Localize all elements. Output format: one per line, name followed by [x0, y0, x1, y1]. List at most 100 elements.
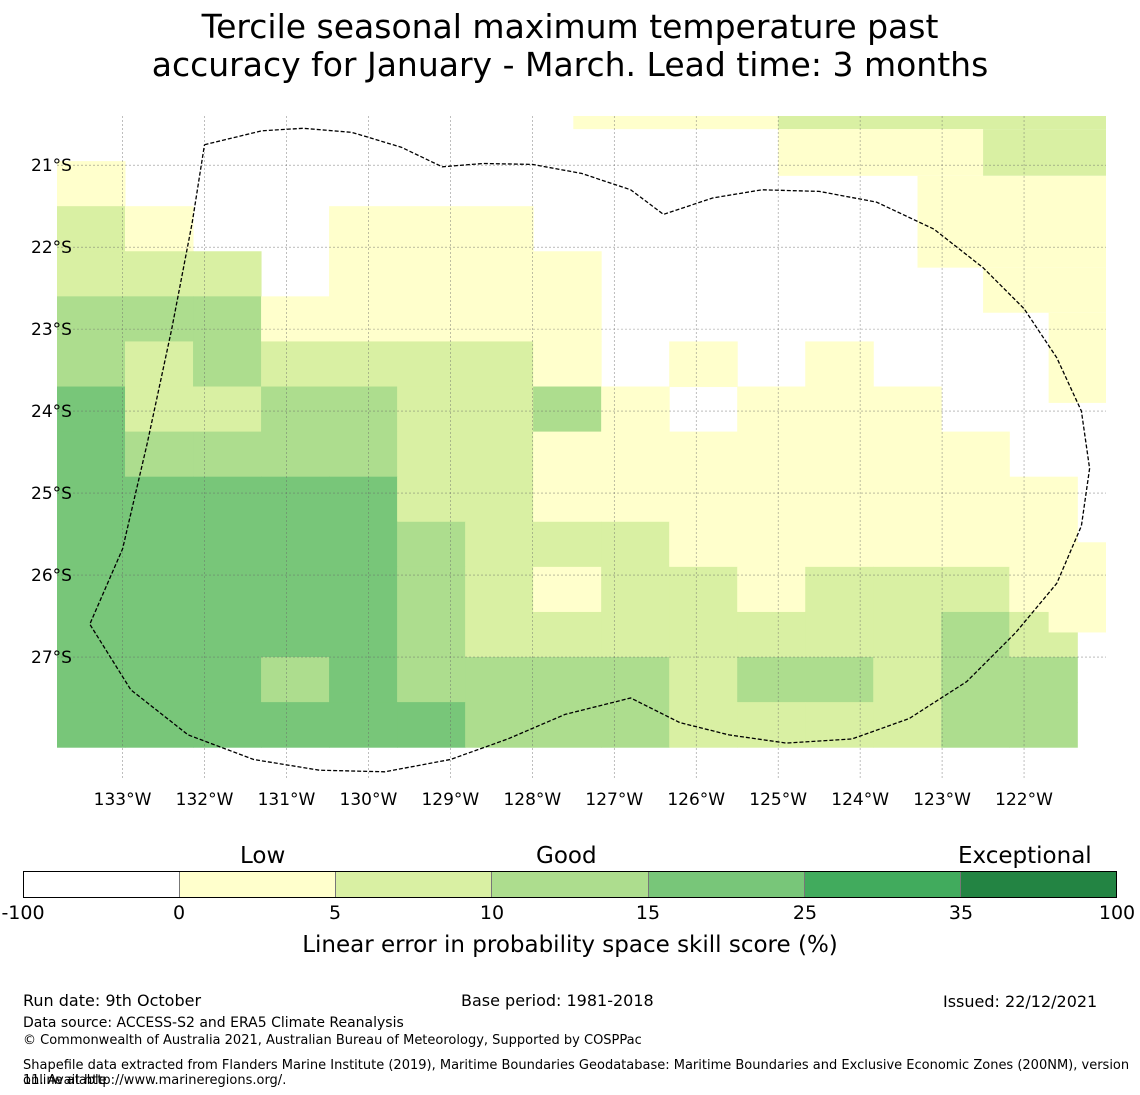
colorbar-segment	[336, 872, 493, 897]
colorbar-segment	[492, 872, 649, 897]
skill-cell	[397, 702, 466, 748]
skill-cell	[261, 611, 330, 658]
shapefile-credit-line-1: Shapefile data extracted from Flanders M…	[23, 1058, 1130, 1088]
skill-cell	[573, 116, 779, 130]
skill-cell	[193, 657, 262, 703]
skill-cell	[533, 611, 602, 658]
skill-cell	[329, 657, 398, 703]
skill-cell	[57, 386, 126, 433]
skill-cell	[57, 341, 126, 388]
skill-cell	[329, 386, 398, 433]
skill-cell	[329, 521, 398, 568]
skill-cell	[125, 206, 194, 252]
skill-cell	[1009, 702, 1078, 748]
skill-cell	[329, 251, 398, 297]
skill-cell	[941, 476, 1010, 523]
latitude-label: 26°S	[31, 566, 72, 586]
skill-cell	[533, 296, 602, 342]
skill-cell	[397, 206, 466, 252]
skill-cell	[261, 657, 330, 703]
run-date: Run date: 9th October	[23, 991, 202, 1010]
skill-cell	[193, 386, 262, 433]
colorbar-tick: -100	[1, 902, 45, 924]
skill-cell	[533, 566, 602, 613]
skill-cell	[465, 296, 534, 342]
skill-cell	[941, 657, 1010, 703]
skill-cell	[941, 566, 1010, 613]
skill-cell	[669, 702, 738, 748]
skill-cell	[397, 566, 466, 613]
skill-cell	[669, 341, 738, 388]
map: 133°W 132°W 131°W 130°W 129°W 128°W 127°W 126°W…	[31, 116, 1106, 810]
longitude-label: 133°W	[94, 790, 152, 810]
colorbar-tick: 100	[1098, 902, 1136, 924]
skill-cell	[329, 476, 398, 523]
skill-cell	[57, 702, 126, 748]
skill-cell	[193, 251, 262, 297]
skill-cell	[193, 296, 262, 342]
skill-cell	[329, 702, 398, 748]
skill-cell	[329, 566, 398, 613]
skill-cell	[465, 206, 534, 252]
skill-cell	[261, 296, 330, 342]
colorbar-axis-label: Linear error in probability space skill …	[302, 932, 838, 958]
skill-cell	[873, 386, 942, 433]
colorbar-segment	[960, 872, 1116, 897]
skill-cell	[737, 657, 806, 703]
skill-cell	[873, 702, 942, 748]
skill-cell	[193, 341, 262, 388]
longitude-label: 132°W	[176, 790, 234, 810]
skill-cell	[873, 611, 942, 658]
title-line-2: accuracy for January - March. Lead time:…	[151, 45, 989, 84]
skill-cell	[57, 206, 126, 252]
skill-cell	[805, 476, 874, 523]
colorbar	[23, 871, 1117, 898]
skill-cell	[57, 521, 126, 568]
longitude-label: 129°W	[421, 790, 479, 810]
skill-cell	[57, 476, 126, 523]
skill-cell	[533, 251, 602, 297]
category-exceptional-label: Exceptional	[958, 843, 1092, 869]
skill-cell	[737, 431, 806, 478]
issued-date: Issued: 22/12/2021	[943, 992, 1098, 1011]
data-source: Data source: ACCESS-S2 and ERA5 Climate …	[23, 1015, 404, 1031]
category-low-label: Low	[240, 843, 286, 869]
skill-cell	[669, 611, 738, 658]
skill-cell	[397, 431, 466, 478]
skill-cell	[669, 476, 738, 523]
longitude-label: 125°W	[749, 790, 807, 810]
latitude-label: 27°S	[31, 648, 72, 668]
skill-cell	[805, 611, 874, 658]
skill-cell	[805, 431, 874, 478]
skill-cell	[601, 566, 670, 613]
skill-cell	[805, 657, 874, 703]
skill-cell	[125, 431, 194, 478]
skill-cell	[669, 431, 738, 478]
skill-cell	[465, 476, 534, 523]
skill-cell	[873, 431, 942, 478]
skill-cell	[805, 521, 874, 568]
skill-cell	[1009, 476, 1078, 523]
skill-cell	[601, 702, 670, 748]
colorbar-tick: 0	[172, 902, 186, 924]
skill-cell	[261, 386, 330, 433]
skill-cell	[941, 702, 1010, 748]
skill-cell	[125, 566, 194, 613]
skill-cell	[465, 431, 534, 478]
skill-cell	[465, 521, 534, 568]
skill-cell	[57, 657, 126, 703]
skill-cell	[57, 161, 126, 207]
skill-cell	[397, 611, 466, 658]
skill-cell	[125, 611, 194, 658]
longitude-label: 128°W	[503, 790, 561, 810]
base-period: Base period: 1981-2018	[461, 991, 654, 1010]
colorbar-tick: 25	[792, 902, 818, 924]
skill-cell	[329, 611, 398, 658]
longitude-label: 123°W	[913, 790, 971, 810]
latitude-label: 25°S	[31, 484, 72, 504]
skill-cell	[805, 566, 874, 613]
skill-cell	[329, 341, 398, 388]
skill-cell	[533, 341, 602, 388]
skill-cell	[941, 611, 1010, 658]
skill-cell	[941, 431, 1010, 478]
